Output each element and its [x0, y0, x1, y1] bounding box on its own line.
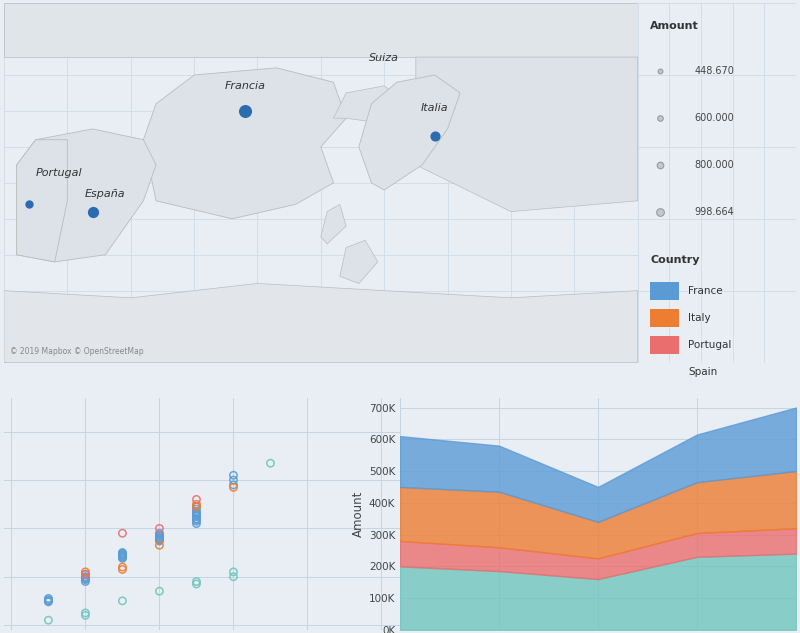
Point	[227, 482, 240, 492]
Point	[190, 514, 203, 524]
Bar	[650, 363, 678, 380]
Point	[116, 562, 129, 572]
Text: Suiza: Suiza	[369, 53, 399, 63]
Text: 600.000: 600.000	[694, 113, 734, 123]
Polygon shape	[321, 204, 346, 244]
Point	[264, 458, 277, 468]
Point	[153, 533, 166, 543]
Point	[429, 131, 442, 141]
Point	[190, 501, 203, 511]
Point	[227, 480, 240, 490]
Point	[116, 548, 129, 558]
Point	[190, 518, 203, 529]
Point	[153, 530, 166, 540]
Text: © 2019 Mapbox © OpenStreetMap: © 2019 Mapbox © OpenStreetMap	[10, 346, 144, 356]
Point	[79, 577, 92, 587]
Y-axis label: Amount: Amount	[351, 491, 365, 537]
Point	[42, 615, 55, 625]
Text: Amount: Amount	[650, 21, 699, 31]
Point	[153, 586, 166, 596]
Point	[79, 572, 92, 582]
Point	[42, 593, 55, 603]
Point	[153, 535, 166, 545]
Polygon shape	[4, 284, 638, 363]
Point	[153, 534, 166, 544]
Point	[654, 206, 666, 216]
Point	[42, 596, 55, 606]
Text: Country: Country	[650, 254, 700, 265]
Bar	[650, 310, 678, 327]
Point	[116, 549, 129, 560]
Bar	[650, 336, 678, 354]
Point	[79, 573, 92, 584]
Point	[79, 569, 92, 579]
Text: España: España	[85, 189, 126, 199]
Point	[654, 113, 666, 123]
Point	[190, 504, 203, 514]
Point	[23, 199, 36, 210]
Point	[116, 565, 129, 575]
Point	[227, 567, 240, 577]
Point	[654, 160, 666, 170]
Polygon shape	[334, 86, 410, 125]
Point	[153, 523, 166, 534]
Point	[79, 610, 92, 620]
Point	[190, 508, 203, 518]
Point	[190, 511, 203, 522]
Point	[116, 550, 129, 560]
Point	[42, 595, 55, 605]
Text: Francia: Francia	[224, 82, 266, 91]
Point	[153, 540, 166, 550]
Point	[116, 548, 129, 558]
Polygon shape	[4, 3, 638, 57]
Point	[116, 553, 129, 563]
Point	[227, 572, 240, 582]
Point	[153, 536, 166, 546]
Text: 800.000: 800.000	[694, 160, 734, 170]
Point	[190, 494, 203, 505]
Point	[116, 553, 129, 563]
Polygon shape	[340, 241, 378, 284]
Point	[190, 579, 203, 589]
Point	[79, 573, 92, 583]
Point	[227, 470, 240, 480]
Point	[86, 206, 99, 216]
Point	[79, 608, 92, 618]
Point	[79, 567, 92, 577]
Point	[190, 499, 203, 510]
Text: France: France	[688, 285, 723, 296]
Point	[116, 551, 129, 561]
Point	[238, 106, 251, 116]
Polygon shape	[143, 68, 346, 219]
Point	[227, 475, 240, 485]
Point	[116, 596, 129, 606]
Text: Portugal: Portugal	[688, 339, 732, 349]
Text: 448.670: 448.670	[694, 66, 734, 77]
Point	[190, 577, 203, 587]
Point	[153, 528, 166, 538]
Text: 998.664: 998.664	[694, 206, 734, 216]
Text: Italy: Italy	[688, 313, 711, 323]
Point	[153, 530, 166, 541]
Polygon shape	[17, 140, 67, 262]
Point	[116, 528, 129, 538]
Point	[654, 66, 666, 77]
Point	[79, 569, 92, 579]
Text: Portugal: Portugal	[36, 168, 82, 178]
Point	[79, 575, 92, 585]
Bar	[650, 282, 678, 299]
Point	[190, 510, 203, 520]
Point	[42, 597, 55, 607]
Text: Spain: Spain	[688, 367, 718, 377]
Polygon shape	[416, 57, 638, 211]
Point	[190, 509, 203, 519]
Point	[190, 501, 203, 511]
Text: Italia: Italia	[421, 103, 449, 113]
Point	[190, 515, 203, 525]
Point	[190, 516, 203, 526]
Point	[190, 506, 203, 517]
Polygon shape	[359, 75, 460, 190]
Point	[153, 532, 166, 542]
Polygon shape	[17, 129, 156, 262]
